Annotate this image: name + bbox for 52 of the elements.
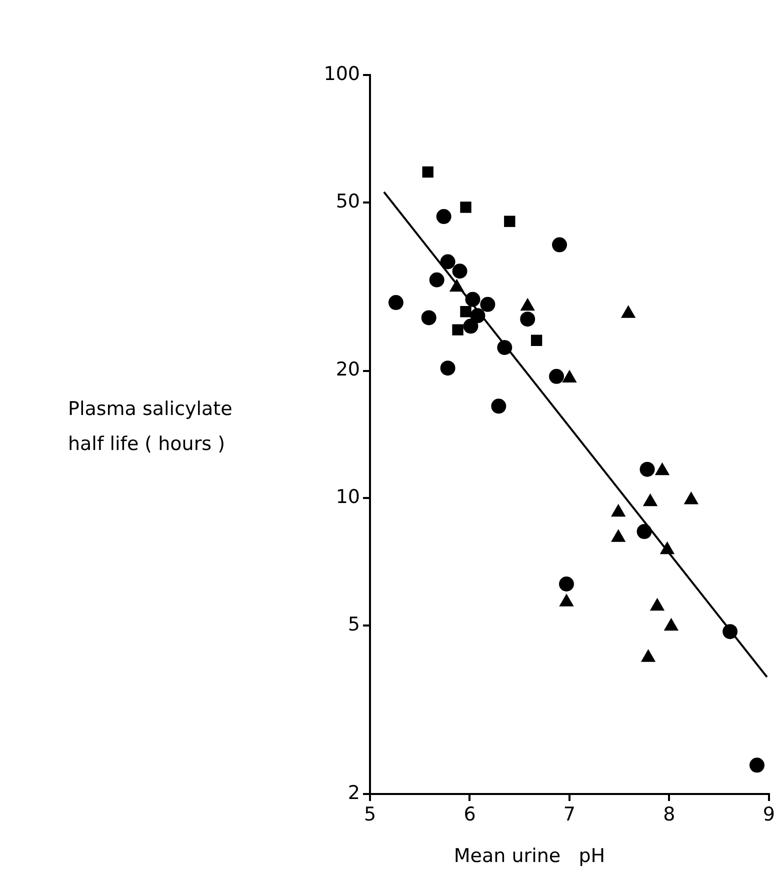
x-tick-label: 8 — [663, 803, 676, 826]
point — [470, 308, 486, 324]
point — [440, 254, 456, 270]
y-tick-label: 5 — [348, 614, 360, 636]
point — [440, 360, 456, 376]
y-tick-label: 10 — [336, 486, 360, 508]
point — [422, 166, 434, 178]
point — [552, 237, 568, 252]
point — [480, 296, 496, 312]
point — [504, 216, 516, 227]
point — [636, 524, 652, 540]
point — [640, 462, 655, 477]
point — [612, 504, 625, 517]
point — [549, 368, 564, 384]
y-axis-title: Plasma salicylate half life ( hours ) — [68, 398, 232, 455]
x-axis-title: Mean urine pH — [454, 844, 606, 867]
point — [520, 312, 536, 327]
point — [664, 618, 678, 631]
point — [463, 318, 478, 334]
x-tick-label: 6 — [464, 803, 476, 826]
point — [612, 530, 625, 542]
y-tick-label: 100 — [324, 62, 360, 85]
point — [465, 292, 480, 307]
point — [558, 576, 574, 592]
point — [656, 463, 669, 476]
y-tick-label: 20 — [336, 358, 360, 381]
y-tick-label: 50 — [336, 190, 360, 212]
point — [421, 310, 436, 326]
point — [497, 340, 512, 356]
point — [452, 264, 468, 279]
point — [650, 598, 664, 611]
point — [436, 209, 452, 224]
point — [429, 272, 444, 288]
point — [450, 280, 464, 292]
x-tick-label: 7 — [563, 803, 576, 826]
point — [530, 334, 542, 346]
point — [562, 370, 576, 383]
point — [520, 298, 534, 311]
point — [684, 492, 698, 504]
point — [388, 295, 404, 310]
point — [452, 324, 464, 336]
point — [622, 306, 635, 318]
point — [642, 650, 655, 662]
point — [644, 494, 657, 506]
point — [560, 594, 574, 606]
point — [460, 202, 472, 213]
x-tick-label: 9 — [762, 803, 776, 826]
y-tick-label: 2 — [348, 782, 360, 804]
x-tick-label: 5 — [364, 803, 376, 826]
point — [460, 306, 472, 318]
point — [660, 542, 674, 554]
point — [491, 398, 506, 414]
